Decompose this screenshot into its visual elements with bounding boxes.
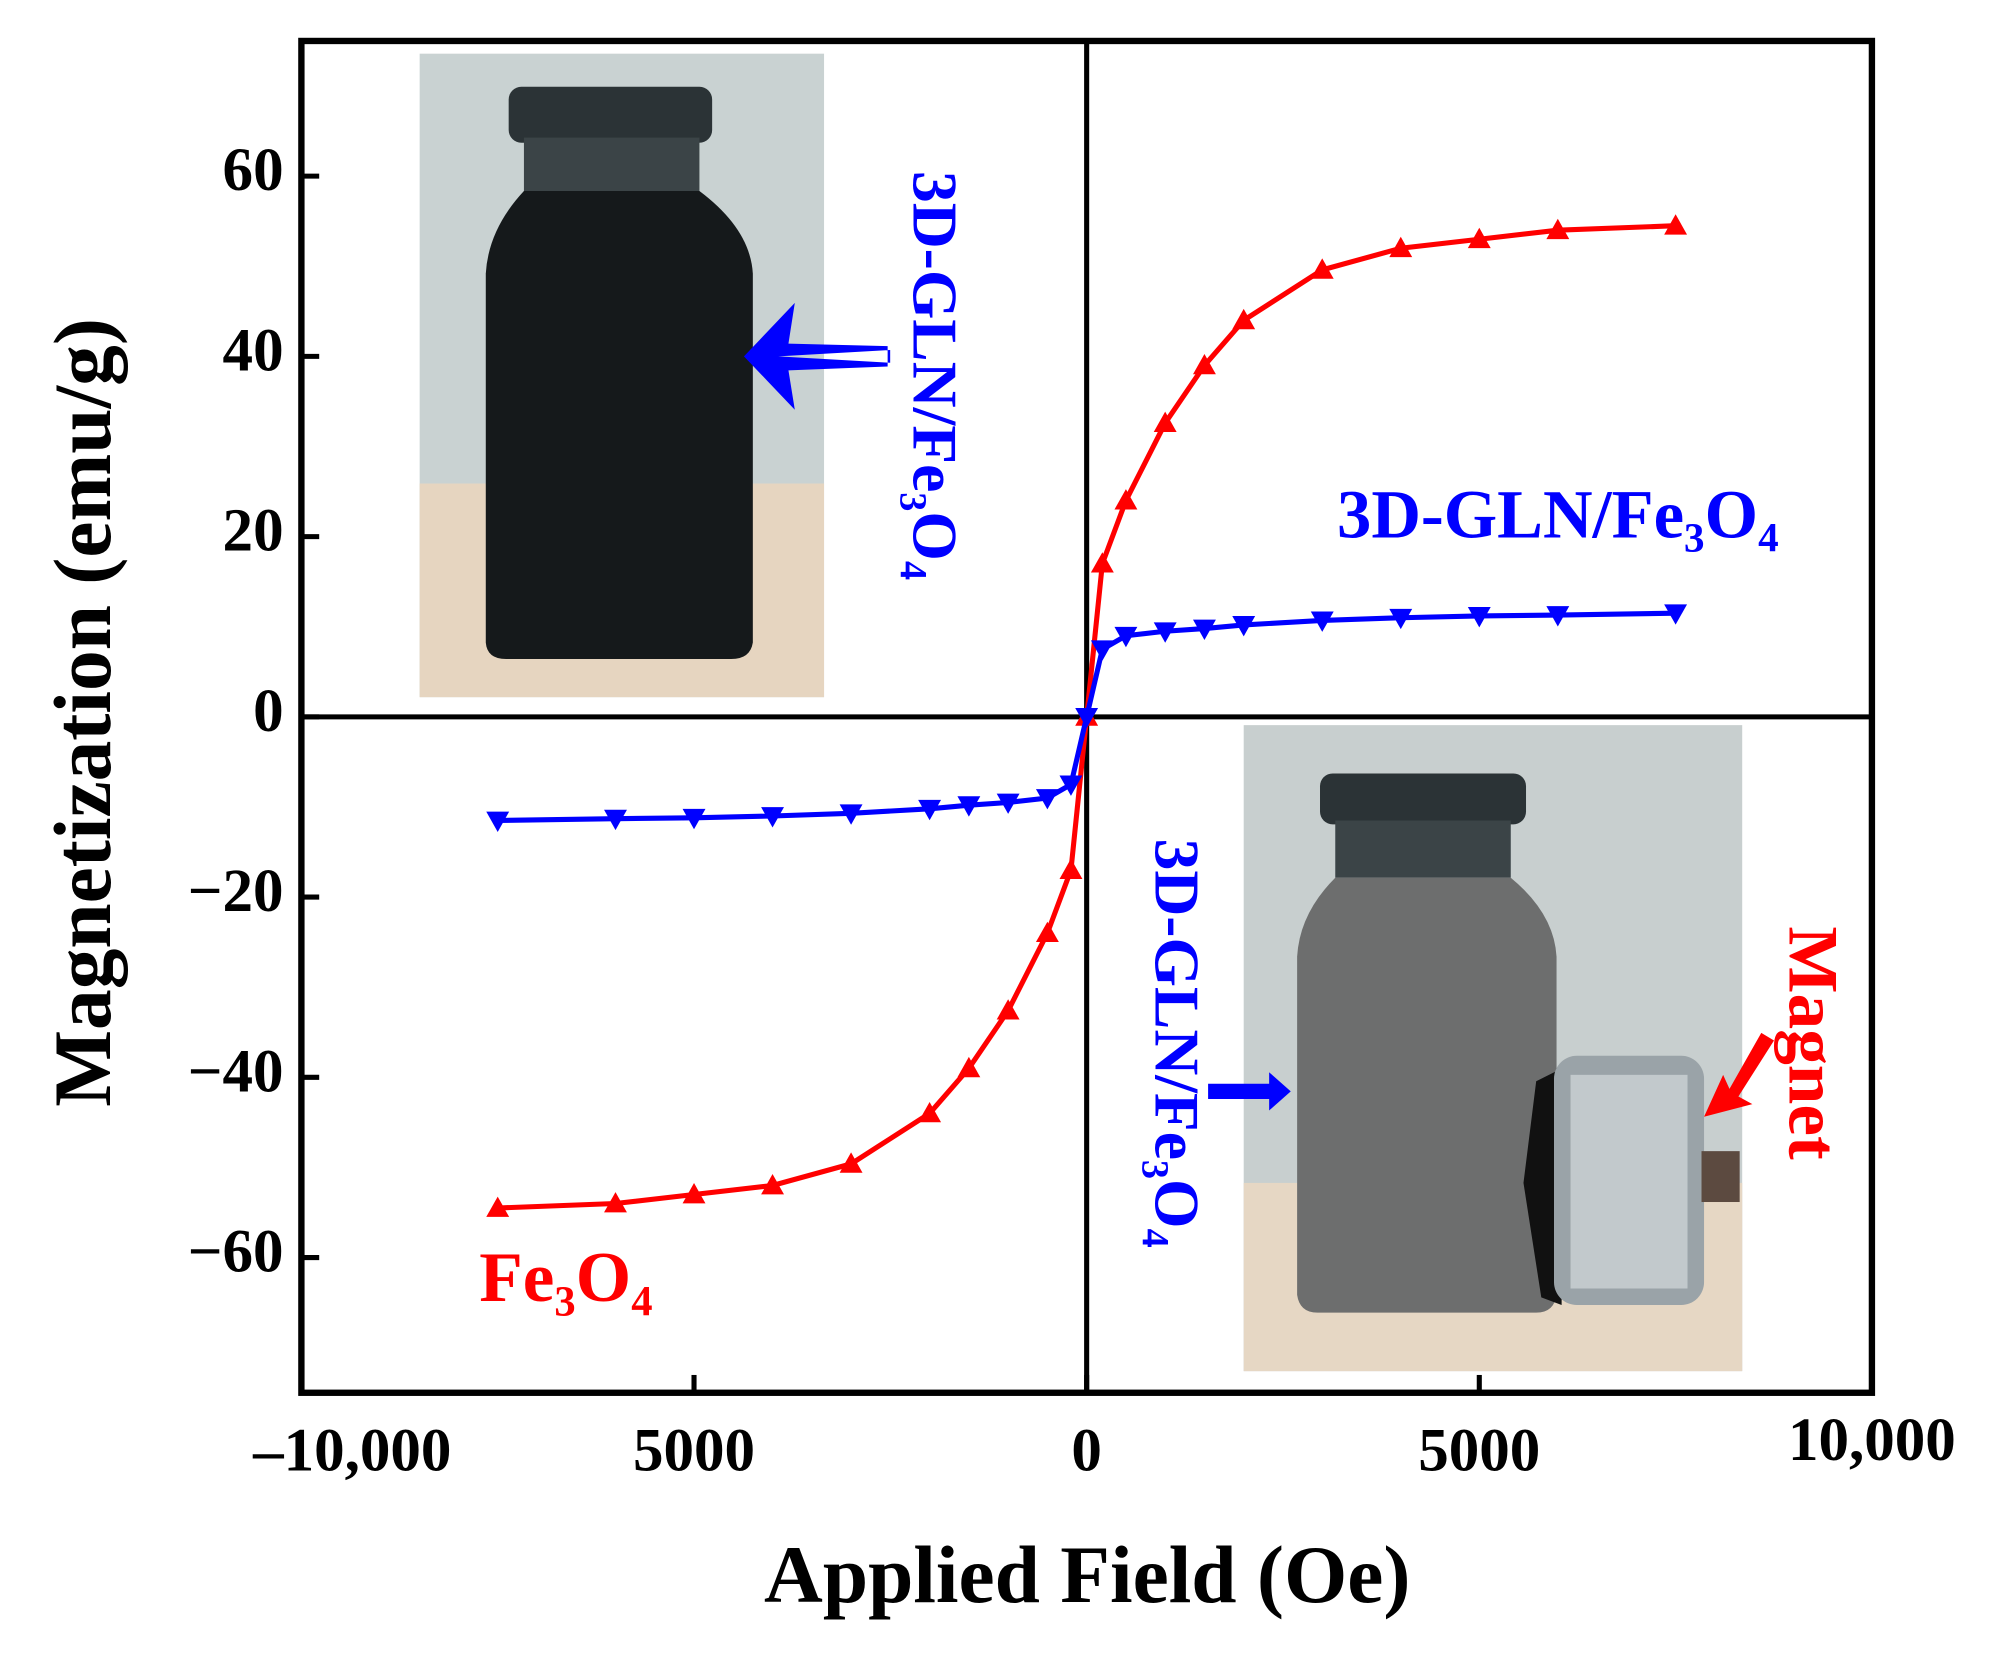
series-label: Fe₃O₄ [479,1239,652,1317]
x-tick-label: 0 [1071,1417,1102,1484]
annotation: Magnet [1773,926,1851,1160]
x-axis-title: Applied Field (Oe) [764,1529,1410,1620]
photo-bottle-dark [419,53,825,698]
x-tick-label: 10,000 [1788,1407,1956,1474]
data-point [1192,353,1216,375]
data-point [1114,489,1138,510]
data-point [957,1056,981,1078]
y-axis-title: Magnetization (emu/g) [37,318,128,1107]
y-tick-label: 0 [253,678,284,745]
annotation: 3D-GLN/Fe₃O₄ [900,171,971,580]
data-point [1059,775,1083,796]
data-point [918,799,942,821]
data-point [682,808,706,830]
data-point [957,796,981,817]
y-tick-label: −40 [188,1038,284,1105]
annotation: 3D-GLN/Fe₃O₄ [1141,839,1212,1248]
x-tick-label: 5000 [1418,1417,1540,1484]
series-label: 3D-GLN/Fe₃O₄ [1337,476,1779,552]
data-point [486,811,510,832]
data-point [1153,622,1177,643]
data-point [1090,640,1114,661]
data-point [1389,236,1413,258]
data-point [1310,611,1334,632]
data-point [1114,626,1138,648]
data-point [1467,607,1491,628]
y-tick-label: 40 [223,317,284,384]
x-tick-label: –10,000 [252,1417,451,1484]
y-tick-label: −20 [188,858,284,925]
data-point [682,1183,706,1204]
data-point [1232,308,1256,330]
data-point [604,809,627,831]
y-tick-label: 20 [223,498,284,565]
data-point [1546,606,1570,627]
data-point [839,1152,863,1173]
data-point [1035,789,1059,810]
data-point [1059,858,1083,879]
data-point [1389,608,1413,630]
data-point [1467,227,1491,249]
data-point [1035,921,1059,943]
data-point [1664,214,1688,235]
arrow [743,302,1774,1117]
data-point [486,1196,510,1217]
data-point [996,793,1020,814]
data-point [1075,707,1099,729]
data-point [1664,604,1688,625]
data-point [761,1174,784,1195]
data-point [1192,619,1216,640]
data-point [918,1101,942,1123]
data-point [996,999,1020,1020]
data-point [1153,411,1177,432]
data-point [1232,616,1256,637]
x-tick-label: 5000 [633,1417,755,1484]
data-point [1310,258,1334,279]
photo-bottle-magnet [1243,725,1743,1372]
data-point [761,807,784,828]
y-tick-label: 60 [223,137,284,204]
data-point [1090,552,1114,573]
data-point [604,1192,627,1213]
data-point [1546,218,1570,240]
data-point [839,804,863,825]
y-tick-label: −60 [188,1219,284,1286]
